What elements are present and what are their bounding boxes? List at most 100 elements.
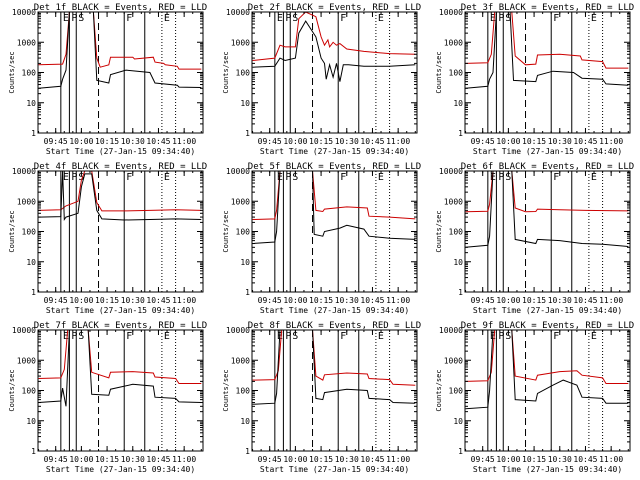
marker-label: E	[378, 331, 384, 342]
y-tick-label: 1000	[444, 38, 463, 47]
x-tick-label: 11:00	[599, 455, 623, 464]
x-tick-label: 10:45	[146, 296, 170, 305]
x-tick-label: 10:00	[69, 137, 93, 146]
x-tick-label: 10:45	[146, 137, 170, 146]
panel-title: Det 3f BLACK = Events, RED = LLD	[461, 3, 634, 13]
x-tick-label: 11:00	[172, 296, 196, 305]
marker-label: E	[490, 13, 496, 24]
x-tick-label: 10:00	[496, 137, 520, 146]
x-tick-label: 10:30	[335, 137, 359, 146]
y-axis-label: Counts/sec	[435, 369, 443, 411]
x-tick-label: 10:30	[548, 137, 572, 146]
x-tick-label: 10:15	[309, 137, 333, 146]
marker-label: S	[505, 331, 511, 342]
y-axis-label: Counts/sec	[8, 51, 16, 93]
marker-label: E	[164, 331, 170, 342]
x-tick-label: 10:45	[573, 137, 597, 146]
events-series-line	[465, 12, 629, 89]
x-tick-label: 11:00	[386, 137, 410, 146]
x-tick-label: 09:45	[44, 455, 68, 464]
y-tick-label: 100	[236, 228, 251, 237]
marker-label: P	[71, 13, 77, 24]
lld-series-line	[252, 330, 416, 386]
events-series-line	[38, 12, 202, 89]
panel-title: Det 1f BLACK = Events, RED = LLD	[34, 3, 207, 13]
events-series-line	[38, 171, 202, 221]
x-tick-label: 10:15	[95, 455, 119, 464]
y-tick-label: 10	[240, 417, 250, 426]
y-tick-label: 1	[31, 129, 36, 138]
x-tick-label: 10:30	[121, 455, 145, 464]
panel-title: Det 2f BLACK = Events, RED = LLD	[248, 3, 421, 13]
marker-label: S	[505, 172, 511, 183]
y-axis-label: Counts/sec	[222, 369, 230, 411]
x-tick-label: 09:45	[44, 137, 68, 146]
lld-series-line	[252, 171, 416, 220]
events-series-line	[252, 330, 416, 405]
marker-label: F	[340, 172, 346, 183]
y-axis-label: Counts/sec	[222, 51, 230, 93]
x-tick-label: 09:45	[258, 455, 282, 464]
marker-label: P	[285, 13, 291, 24]
lld-series-line	[465, 171, 629, 213]
x-axis-label: Start Time (27-Jan-15 09:34:40)	[46, 306, 195, 315]
x-tick-label: 10:00	[496, 455, 520, 464]
marker-label: F	[553, 13, 559, 24]
x-tick-label: 10:45	[360, 455, 384, 464]
marker-label: S	[78, 13, 84, 24]
lld-series-line	[465, 12, 629, 69]
y-tick-label: 100	[236, 69, 251, 78]
y-axis-label: Counts/sec	[8, 210, 16, 252]
x-axis-label: Start Time (27-Jan-15 09:34:40)	[473, 147, 622, 156]
panel-title: Det 6f BLACK = Events, RED = LLD	[461, 162, 634, 172]
x-tick-label: 11:00	[599, 296, 623, 305]
marker-label: E	[63, 13, 69, 24]
y-tick-label: 100	[22, 69, 37, 78]
marker-label: E	[63, 172, 69, 183]
x-tick-label: 10:30	[335, 455, 359, 464]
x-tick-label: 10:00	[69, 455, 93, 464]
x-tick-label: 11:00	[386, 455, 410, 464]
y-tick-label: 1000	[444, 356, 463, 365]
x-tick-label: 10:15	[522, 455, 546, 464]
marker-label: E	[63, 331, 69, 342]
y-tick-label: 1000	[444, 197, 463, 206]
y-tick-label: 100	[22, 228, 37, 237]
marker-label: F	[553, 172, 559, 183]
x-tick-label: 10:00	[283, 137, 307, 146]
y-tick-label: 1000	[231, 356, 250, 365]
marker-label: E	[591, 331, 597, 342]
y-tick-label: 100	[449, 228, 464, 237]
x-axis-label: Start Time (27-Jan-15 09:34:40)	[473, 465, 622, 474]
x-tick-label: 10:45	[573, 455, 597, 464]
y-tick-label: 1	[245, 129, 250, 138]
x-tick-label: 09:45	[44, 296, 68, 305]
marker-label: E	[378, 172, 384, 183]
y-tick-label: 10000	[12, 326, 36, 335]
marker-label: F	[340, 13, 346, 24]
y-tick-label: 1000	[17, 356, 36, 365]
x-tick-label: 10:30	[548, 296, 572, 305]
y-tick-label: 10	[26, 99, 36, 108]
y-tick-label: 10	[453, 417, 463, 426]
y-tick-label: 1	[31, 447, 36, 456]
y-tick-label: 10000	[439, 167, 463, 176]
events-series-line	[465, 330, 629, 410]
y-axis-label: Counts/sec	[435, 210, 443, 252]
marker-label: E	[164, 13, 170, 24]
y-tick-label: 10000	[226, 167, 250, 176]
marker-label: P	[71, 331, 77, 342]
x-axis-label: Start Time (27-Jan-15 09:34:40)	[46, 147, 195, 156]
y-axis-label: Counts/sec	[222, 210, 230, 252]
x-tick-label: 10:15	[309, 455, 333, 464]
y-tick-label: 10000	[226, 8, 250, 17]
y-tick-label: 100	[22, 387, 37, 396]
y-tick-label: 10000	[226, 326, 250, 335]
x-tick-label: 09:45	[258, 137, 282, 146]
